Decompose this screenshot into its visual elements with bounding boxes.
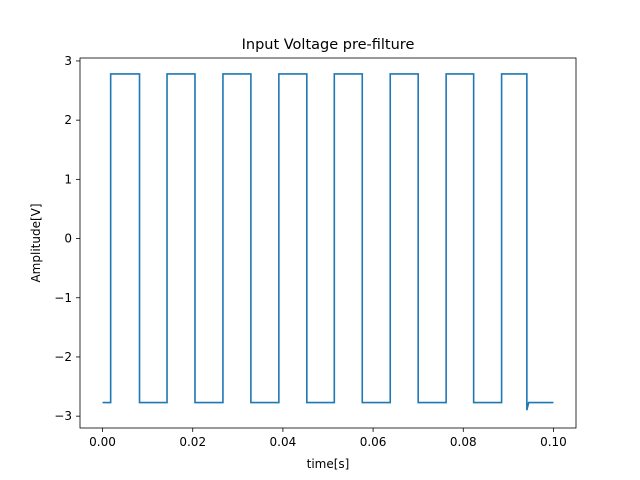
x-tick-label: 0.00	[89, 435, 116, 449]
series-line-0	[102, 73, 554, 411]
y-tick-label: −2	[54, 350, 72, 364]
y-tick-label: 3	[64, 54, 72, 68]
x-tick-label: 0.06	[360, 435, 387, 449]
x-axis-title: time[s]	[307, 457, 350, 471]
y-axis-title: Amplitude[V]	[29, 203, 43, 282]
x-tick-label: 0.02	[179, 435, 206, 449]
ticks-group: 0.00 0.02 0.04 0.06 0.08 0.10 −3 −2 −1 0 1 2 3	[54, 54, 567, 449]
y-tick-label: −1	[54, 291, 72, 305]
y-tick-label: 2	[64, 113, 72, 127]
x-tick-label: 0.10	[540, 435, 567, 449]
series-layer	[102, 73, 554, 411]
x-tick-label: 0.08	[450, 435, 477, 449]
chart-title: Input Voltage pre-filture	[242, 37, 415, 53]
y-tick-label: 0	[64, 232, 72, 246]
y-tick-label: −3	[54, 409, 72, 423]
x-tick-label: 0.04	[270, 435, 297, 449]
y-tick-label: 1	[64, 172, 72, 186]
plot-frame	[79, 57, 577, 429]
